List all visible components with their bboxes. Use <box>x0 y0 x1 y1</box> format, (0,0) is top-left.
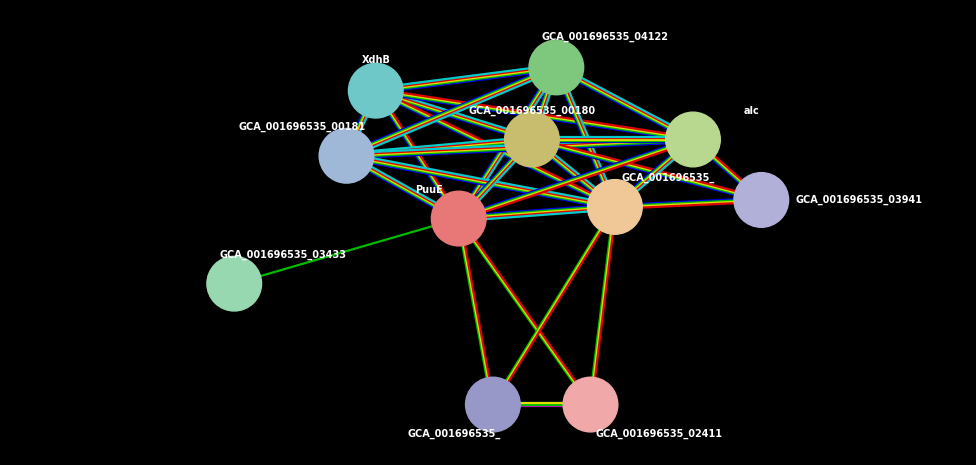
Ellipse shape <box>207 256 262 311</box>
Text: GCA_001696535_03433: GCA_001696535_03433 <box>220 250 346 260</box>
Text: PuuE: PuuE <box>416 185 443 195</box>
Ellipse shape <box>348 63 403 118</box>
Text: GCA_001696535_04122: GCA_001696535_04122 <box>542 32 669 42</box>
Text: GCA_001696535_00180: GCA_001696535_00180 <box>468 106 595 116</box>
Ellipse shape <box>734 173 789 227</box>
Ellipse shape <box>466 377 520 432</box>
Ellipse shape <box>319 128 374 183</box>
Text: GCA_001696535_: GCA_001696535_ <box>622 173 715 183</box>
Ellipse shape <box>431 191 486 246</box>
Text: GCA_001696535_00181: GCA_001696535_00181 <box>239 122 366 132</box>
Ellipse shape <box>588 179 642 234</box>
Text: XdhB: XdhB <box>361 55 390 66</box>
Ellipse shape <box>666 112 720 167</box>
Ellipse shape <box>563 377 618 432</box>
Text: alc: alc <box>744 106 759 116</box>
Text: GCA_001696535_: GCA_001696535_ <box>407 428 501 438</box>
Ellipse shape <box>529 40 584 95</box>
Text: GCA_001696535_03941: GCA_001696535_03941 <box>795 195 922 205</box>
Ellipse shape <box>505 112 559 167</box>
Text: GCA_001696535_02411: GCA_001696535_02411 <box>595 428 722 438</box>
